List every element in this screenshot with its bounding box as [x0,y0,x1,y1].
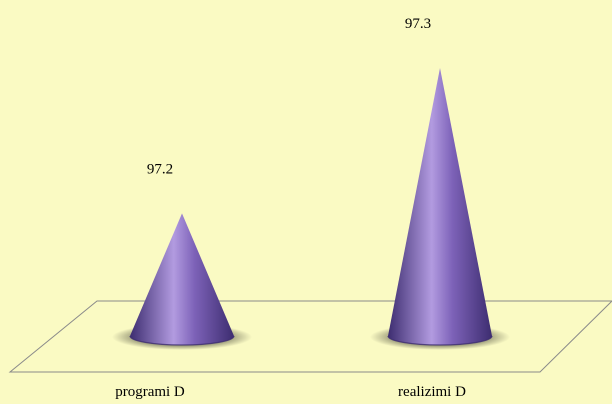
data-label: 97.2 [147,161,173,177]
cone-base-edge [129,335,235,346]
category-label: realizimi D [398,384,466,400]
data-label: 97.3 [405,16,431,32]
cone-bar [130,213,234,345]
cone-bar [388,68,492,345]
cone-base-edge [387,335,493,346]
chart-floor [8,300,612,373]
category-label: programi D [115,384,185,400]
chart-marks: 97.2 programi D 97.3 realizimi D [112,16,510,400]
